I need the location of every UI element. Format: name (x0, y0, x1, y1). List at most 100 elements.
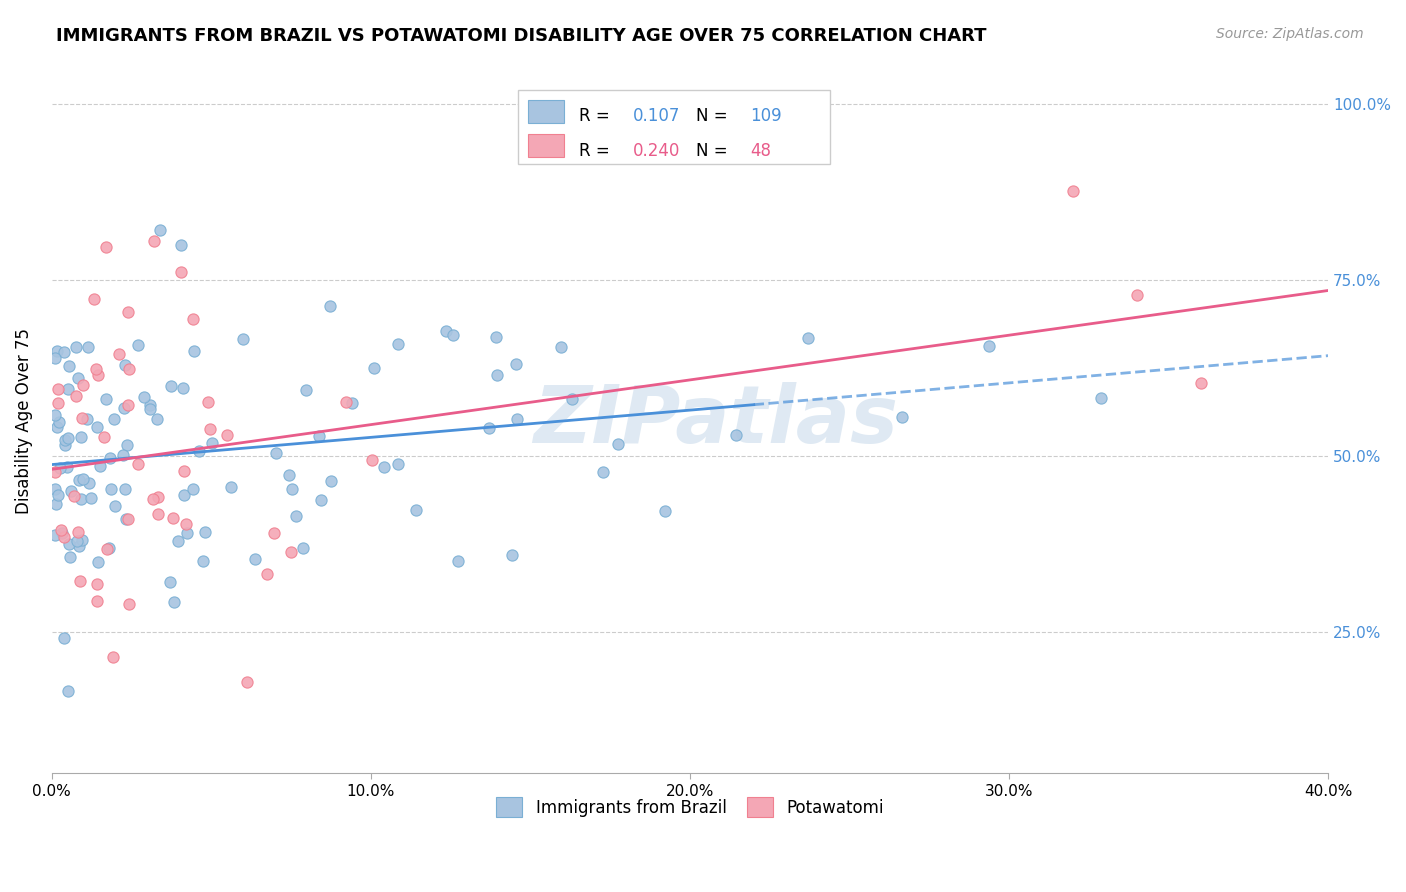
Legend: Immigrants from Brazil, Potawatomi: Immigrants from Brazil, Potawatomi (488, 789, 893, 825)
Point (434, 324, 457, 338)
Point (405, 503, 427, 517)
Point (194, 524, 217, 539)
Point (373, 460, 395, 475)
Point (87, 368, 110, 383)
Point (263, 525, 285, 540)
Point (72, 378, 94, 392)
Point (63, 489, 86, 503)
Point (94, 239, 117, 253)
Point (890, 410, 912, 425)
Point (96, 542, 118, 557)
Point (59, 484, 82, 499)
Point (340, 396, 363, 410)
Point (58, 550, 80, 565)
Point (363, 361, 385, 376)
Text: N =: N = (696, 107, 733, 125)
Point (89, 459, 111, 474)
Point (201, 436, 224, 450)
Point (1189, 376, 1212, 390)
Point (501, 548, 523, 562)
Point (46, 420, 69, 434)
Point (117, 512, 139, 526)
Point (87, 555, 110, 569)
Point (46, 488, 69, 502)
Text: 0.240: 0.240 (633, 142, 681, 160)
Text: N =: N = (696, 142, 733, 160)
Point (308, 429, 330, 443)
Point (52, 530, 75, 544)
Point (98, 541, 121, 556)
Point (132, 390, 155, 404)
Point (606, 437, 628, 451)
Point (53, 434, 76, 448)
Point (127, 337, 149, 351)
Point (55, 459, 77, 474)
Point (96, 392, 118, 406)
Point (319, 299, 342, 313)
Point (45, 497, 67, 511)
Point (66, 534, 89, 549)
Point (142, 491, 165, 506)
Point (48, 415, 70, 429)
Point (114, 483, 136, 497)
Point (174, 516, 197, 531)
Point (45, 344, 67, 359)
Point (107, 347, 129, 361)
Point (441, 328, 464, 343)
Point (67, 473, 90, 487)
Point (127, 458, 149, 472)
Point (70, 533, 93, 548)
Point (77, 476, 100, 491)
Point (654, 504, 676, 518)
Point (221, 480, 243, 494)
Point (188, 443, 211, 458)
Point (281, 482, 304, 496)
Point (1090, 392, 1112, 406)
Point (100, 482, 122, 496)
Point (139, 398, 162, 412)
Point (309, 492, 332, 507)
Point (321, 475, 343, 489)
Point (243, 551, 266, 566)
Point (103, 412, 125, 426)
Point (83, 292, 105, 306)
Point (56, 382, 79, 396)
Point (724, 428, 747, 442)
Point (159, 379, 181, 393)
Text: R =: R = (579, 107, 614, 125)
Point (67, 525, 90, 540)
Point (86, 577, 108, 591)
Point (98, 450, 121, 465)
Point (561, 392, 583, 407)
Point (264, 446, 287, 460)
Text: 109: 109 (749, 107, 782, 125)
Point (162, 511, 184, 525)
Point (361, 452, 384, 467)
Point (69, 430, 91, 444)
Text: IMMIGRANTS FROM BRAZIL VS POTAWATOMI DISABILITY AGE OVER 75 CORRELATION CHART: IMMIGRANTS FROM BRAZIL VS POTAWATOMI DIS… (56, 27, 987, 45)
Point (256, 567, 278, 582)
Point (797, 331, 820, 345)
Point (592, 465, 614, 479)
Point (146, 490, 169, 504)
Point (86, 593, 108, 607)
Point (112, 448, 135, 462)
Point (104, 499, 127, 513)
Point (67, 539, 90, 553)
Point (167, 533, 190, 548)
Point (979, 339, 1001, 353)
Point (236, 674, 259, 689)
Point (67, 371, 90, 385)
Point (117, 438, 139, 452)
Point (44, 351, 66, 365)
Point (118, 598, 141, 612)
Point (1062, 184, 1084, 198)
Point (101, 650, 124, 665)
Point (295, 383, 318, 397)
Point (387, 336, 409, 351)
Point (197, 395, 219, 409)
Point (76, 411, 98, 425)
Point (51, 524, 73, 538)
Point (77, 340, 100, 354)
Point (114, 359, 136, 373)
